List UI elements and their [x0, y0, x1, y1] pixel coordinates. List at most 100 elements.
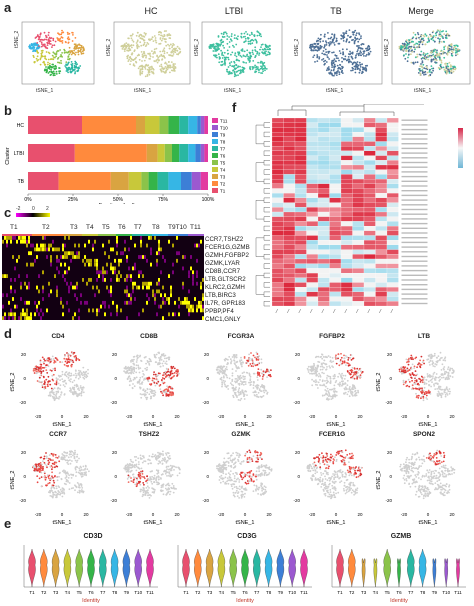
violin-t8 — [418, 548, 427, 588]
feature-tsne-plot: 20 0 -20 -20 0 20 tSNE_1 — [202, 351, 272, 428]
bar-segment-t1 — [28, 144, 75, 162]
title-tb: TB — [330, 6, 342, 16]
x-tick: 0 — [152, 512, 155, 517]
heatmap-cluster-label: T3 — [70, 224, 78, 231]
feature-title: LTB — [417, 333, 431, 340]
legend-label: T2 — [220, 182, 226, 187]
heatmap-gene-label: CD8B,CCR7 — [205, 268, 241, 275]
bar-category-label: HC — [17, 123, 25, 129]
bar-segment-t11 — [204, 116, 208, 134]
feature-tsne-plot: tSNE_2 20 0 -20 -20 0 20 tSNE_1 — [376, 351, 455, 428]
feature-title: FCGR3A — [227, 333, 255, 340]
bar-segment-t2 — [58, 172, 111, 190]
x-tick: 0 — [335, 512, 338, 517]
y-tick: 0 — [206, 474, 209, 479]
feature-x-label: tSNE_1 — [144, 520, 163, 526]
bar-segment-t1 — [28, 172, 59, 190]
violin-t4 — [63, 548, 72, 588]
y-tick: 0 — [114, 474, 117, 479]
panel-label-d: d — [4, 326, 12, 341]
legend-swatch — [212, 118, 218, 123]
violin-x-tick: T8 — [420, 590, 426, 595]
y-tick: 0 — [23, 474, 26, 479]
feature-x-label: tSNE_1 — [236, 422, 255, 428]
ylabel-a5: tSNE_2 — [384, 38, 390, 56]
feature-x-label: tSNE_1 — [419, 422, 438, 428]
violin-x-tick: T1 — [29, 590, 35, 595]
feature-x-label: tSNE_1 — [53, 520, 72, 526]
bar-segment-t7 — [179, 116, 189, 134]
x-tick-label: 50% — [113, 197, 124, 203]
x-tick: 0 — [61, 512, 64, 517]
legend-label: T3 — [220, 175, 226, 180]
violin-t3 — [51, 548, 60, 588]
expression-heatmap — [2, 234, 204, 320]
feature-tsne-plot: tSNE_2 20 0 -20 -20 0 20 tSNE_1 — [10, 351, 89, 428]
violin-x-tick: T10 — [442, 590, 450, 595]
legend-swatch — [212, 160, 218, 165]
y-tick: -20 — [385, 400, 392, 405]
violin-x-label: Identity — [82, 598, 100, 604]
violin-x-label: Identity — [236, 598, 254, 604]
violin-x-tick: T9 — [278, 590, 284, 595]
ylabel-a2: tSNE_2 — [106, 38, 112, 56]
bar-segment-t3 — [110, 172, 129, 190]
bar-segment-t5 — [159, 116, 169, 134]
violin-x-tick: T1 — [183, 590, 189, 595]
violin-x-tick: T9 — [124, 590, 130, 595]
x-tick: 20 — [174, 512, 180, 517]
feature-title: CD8B — [140, 333, 158, 340]
x-tick-label: 75% — [158, 197, 169, 203]
bar-segment-t2 — [74, 144, 147, 162]
violin-t4 — [373, 558, 378, 588]
legend-swatch — [212, 167, 218, 172]
bar-segment-t7 — [179, 144, 189, 162]
violin-x-tick: T4 — [373, 590, 379, 595]
y-tick: 20 — [387, 352, 393, 357]
violin-x-tick: T9 — [432, 590, 438, 595]
bar-segment-t4 — [145, 116, 160, 134]
y-tick: -20 — [19, 498, 26, 503]
bar-segment-t3 — [146, 144, 158, 162]
violin-x-tick: T5 — [77, 590, 83, 595]
bar-segment-t10 — [191, 172, 201, 190]
x-tick: -20 — [35, 414, 42, 419]
feature-tsne-plot: 20 0 -20 -20 0 20 tSNE_1 — [110, 351, 180, 428]
legend-swatch — [212, 125, 218, 130]
bar-segment-t9 — [197, 116, 201, 134]
heatmap-cluster-label: T9T10 — [168, 224, 187, 231]
feature-y-label: tSNE_2 — [376, 373, 382, 392]
legend-label: T10 — [220, 126, 228, 131]
title-ltbi: LTBI — [224, 6, 244, 16]
violin-x-label: Identity — [390, 598, 408, 604]
violin-x-tick: T8 — [112, 590, 118, 595]
violin-t7 — [407, 548, 415, 588]
legend-label: T6 — [220, 154, 226, 159]
y-tick: -20 — [202, 498, 209, 503]
heatmap-cluster-label: T2 — [42, 224, 50, 231]
violin-t7 — [99, 548, 107, 588]
violin-t7 — [253, 548, 261, 588]
violin-t5 — [383, 548, 391, 588]
x-tick: 0 — [152, 414, 155, 419]
xlabel-a5: tSNE_1 — [414, 88, 432, 94]
violin-x-tick: T7 — [408, 590, 414, 595]
x-tick: 20 — [266, 512, 272, 517]
violin-x-tick: T2 — [349, 590, 355, 595]
violin-plot: T1 T2 T3 T4 T5 T6 T7 T8 T9 T10 T11 Identity — [331, 545, 466, 604]
feature-tsne-plot: 20 0 -20 -20 0 20 tSNE_1 — [293, 449, 363, 526]
y-tick: 20 — [21, 450, 27, 455]
title-merge: Merge — [408, 6, 434, 16]
y-tick: 20 — [112, 450, 118, 455]
color-key-mid: 0 — [32, 206, 35, 212]
violin-t8 — [264, 548, 273, 588]
bar-segment-t5 — [141, 172, 149, 190]
violin-t1 — [336, 548, 344, 588]
legend-swatch — [212, 153, 218, 158]
feature-x-label: tSNE_1 — [236, 520, 255, 526]
heatmap-gene-label: FCER1G,GZMB — [205, 244, 250, 251]
violin-t8 — [110, 548, 119, 588]
heatmap-gene-label: GZMH,FGFBP2 — [205, 252, 250, 259]
violin-x-tick: T2 — [41, 590, 47, 595]
violin-t6 — [87, 548, 95, 588]
